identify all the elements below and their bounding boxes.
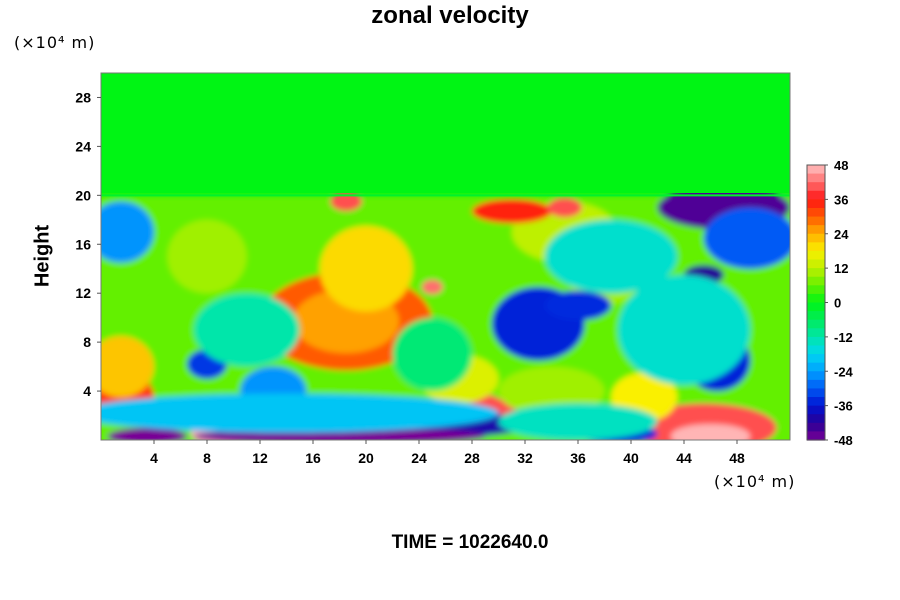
colorbar-tick-label: -12 bbox=[834, 330, 853, 345]
colorbar-segment bbox=[807, 405, 825, 415]
colorbar-segment bbox=[807, 207, 825, 218]
colorbar-segment bbox=[807, 431, 825, 441]
x-tick-label: 32 bbox=[517, 450, 533, 466]
colorbar-segment bbox=[807, 422, 825, 433]
x-tick-label: 28 bbox=[464, 450, 480, 466]
x-tick-label: 20 bbox=[358, 450, 374, 466]
colorbar-segment bbox=[807, 165, 825, 175]
y-tick-label: 4 bbox=[83, 383, 91, 399]
colorbar-segment bbox=[807, 379, 825, 390]
heatmap-feature-31 bbox=[193, 293, 300, 367]
colorbar-segment bbox=[807, 302, 825, 312]
colorbar-tick-label: 48 bbox=[834, 158, 848, 173]
colorbar-segment bbox=[807, 190, 825, 200]
heatmap-feature-24 bbox=[544, 290, 612, 321]
colorbar-segment bbox=[807, 268, 825, 278]
colorbar-segment bbox=[807, 345, 825, 355]
colorbar-segment bbox=[807, 319, 825, 329]
y-tick-label: 8 bbox=[83, 334, 91, 350]
heatmap-feature-19 bbox=[498, 366, 605, 416]
colorbar-segment bbox=[807, 276, 825, 286]
colorbar-segment bbox=[807, 293, 825, 304]
x-tick-label: 4 bbox=[150, 450, 158, 466]
colorbar-segment bbox=[807, 199, 825, 209]
colorbar-segment bbox=[807, 371, 825, 381]
y-tick-label: 16 bbox=[75, 236, 91, 252]
y-tick-label: 12 bbox=[75, 285, 91, 301]
heatmap-feature-13 bbox=[101, 336, 154, 398]
y-tick-label: 20 bbox=[75, 187, 91, 203]
colorbar-segment bbox=[807, 259, 825, 269]
colorbar-tick-label: -48 bbox=[834, 433, 853, 448]
heatmap-feature-16 bbox=[670, 424, 751, 440]
colorbar-tick-label: 0 bbox=[834, 296, 841, 311]
colorbar-segment bbox=[807, 336, 825, 347]
lower-field bbox=[101, 193, 790, 440]
colorbar-tick-label: 36 bbox=[834, 192, 848, 207]
x-tick-label: 44 bbox=[676, 450, 692, 466]
heatmap-feature-36 bbox=[101, 393, 499, 433]
x-tick-label: 16 bbox=[305, 450, 321, 466]
colorbar-segment bbox=[807, 285, 825, 295]
y-tick-label: 24 bbox=[75, 138, 91, 154]
colorbar: 48 36 24 12 0 -12 -24 -36 -48 bbox=[806, 158, 854, 448]
colorbar-tick-label: -24 bbox=[834, 364, 854, 379]
colorbar-segment bbox=[807, 362, 825, 372]
heatmap-feature-25 bbox=[544, 219, 678, 294]
x-axis-unit: (×10⁴ m) bbox=[714, 472, 796, 491]
x-tick-label: 36 bbox=[570, 450, 586, 466]
colorbar-segment bbox=[807, 242, 825, 252]
colorbar-segment bbox=[807, 225, 825, 235]
heatmap-feature-7 bbox=[330, 193, 363, 212]
colorbar-segment bbox=[807, 311, 825, 321]
heatmap-feature-6 bbox=[472, 199, 552, 224]
colorbar-segment bbox=[807, 354, 825, 364]
heatmap-feature-11 bbox=[421, 279, 443, 295]
colorbar-segment bbox=[807, 173, 825, 183]
plot-frame bbox=[100, 72, 791, 441]
x-tick-label: 40 bbox=[623, 450, 639, 466]
colorbar-segment bbox=[807, 216, 825, 226]
chart-title: zonal velocity bbox=[371, 2, 529, 29]
colorbar-tick-label: 12 bbox=[834, 261, 848, 276]
x-tick-label: 12 bbox=[252, 450, 268, 466]
heatmap-feature-3 bbox=[167, 219, 247, 294]
colorbar-segment bbox=[807, 250, 825, 261]
colorbar-segment bbox=[807, 182, 825, 192]
y-axis-ticks: 4 8 12 16 20 24 28 bbox=[75, 89, 101, 399]
colorbar-segment bbox=[807, 328, 825, 338]
heatmap-feature-8 bbox=[547, 197, 582, 218]
colorbar-segment bbox=[807, 233, 825, 243]
colorbar-tick-label: -36 bbox=[834, 399, 853, 414]
heatmap-feature-38 bbox=[498, 403, 658, 440]
x-tick-label: 48 bbox=[729, 450, 745, 466]
x-tick-label: 8 bbox=[203, 450, 211, 466]
x-tick-label: 24 bbox=[411, 450, 427, 466]
heatmap-area bbox=[101, 73, 790, 440]
heatmap-feature-22 bbox=[101, 201, 154, 263]
heatmap-feature-21 bbox=[703, 207, 790, 269]
y-tick-label: 28 bbox=[75, 89, 91, 105]
colorbar-segment bbox=[807, 388, 825, 398]
colorbar-tick-label: 24 bbox=[834, 227, 849, 242]
heatmap-feature-35 bbox=[107, 427, 188, 440]
colorbar-segment bbox=[807, 397, 825, 407]
colorbar-segment bbox=[807, 414, 825, 424]
heatmap-feature-32 bbox=[392, 317, 472, 392]
heatmap-feature-2 bbox=[319, 225, 413, 312]
time-label: TIME = 1022640.0 bbox=[391, 532, 549, 553]
y-axis-unit: (×10⁴ m) bbox=[14, 33, 96, 52]
x-axis-ticks: 4 8 12 16 20 24 28 32 36 40 44 48 bbox=[150, 440, 745, 466]
heatmap-feature-28 bbox=[617, 274, 751, 385]
